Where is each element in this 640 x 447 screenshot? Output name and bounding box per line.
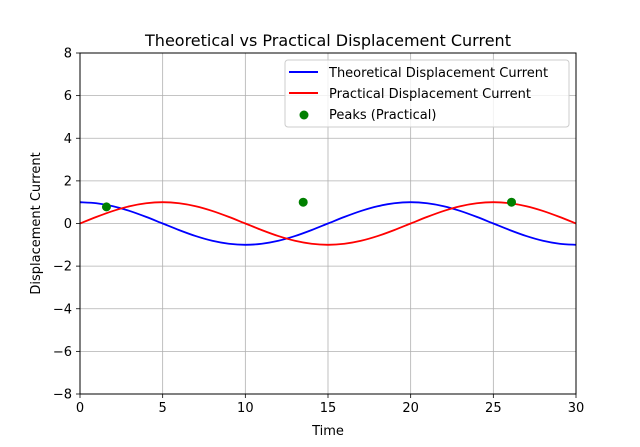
y-tick-label: 2 bbox=[64, 174, 72, 189]
legend: Theoretical Displacement Current Practic… bbox=[284, 59, 570, 128]
y-tick-label: 6 bbox=[64, 89, 72, 104]
y-tick-label: −2 bbox=[53, 260, 72, 275]
y-tick-label: 0 bbox=[64, 217, 72, 232]
y-ticks: −8 −6 −4 −2 0 2 4 6 8 bbox=[53, 47, 80, 403]
x-tick-label: 5 bbox=[159, 401, 167, 416]
legend-label-theoretical: Theoretical Displacement Current bbox=[328, 66, 548, 81]
y-tick-label: 8 bbox=[64, 47, 72, 62]
peak-point bbox=[507, 197, 517, 207]
x-tick-label: 30 bbox=[568, 401, 585, 416]
x-tick-label: 15 bbox=[320, 401, 337, 416]
legend-label-peaks: Peaks (Practical) bbox=[329, 108, 436, 123]
y-axis-label: Displacement Current bbox=[29, 152, 44, 294]
series-line-0 bbox=[80, 201, 576, 246]
x-tick-label: 10 bbox=[237, 401, 254, 416]
legend-swatch-peaks bbox=[299, 110, 309, 120]
series-line-1 bbox=[80, 201, 576, 246]
x-tick-label: 25 bbox=[485, 401, 502, 416]
x-ticks: 0 5 10 15 20 25 30 bbox=[76, 394, 584, 416]
y-tick-label: −6 bbox=[53, 345, 72, 360]
series-group bbox=[80, 197, 576, 246]
y-tick-label: −8 bbox=[53, 388, 72, 403]
legend-box bbox=[284, 59, 570, 128]
y-tick-label: 4 bbox=[64, 132, 72, 147]
peak-point bbox=[298, 197, 308, 207]
x-axis-label: Time bbox=[311, 424, 344, 439]
peak-point bbox=[101, 202, 111, 212]
x-tick-label: 0 bbox=[76, 401, 84, 416]
x-tick-label: 20 bbox=[402, 401, 419, 416]
y-tick-label: −4 bbox=[53, 302, 72, 317]
legend-label-practical: Practical Displacement Current bbox=[329, 87, 531, 102]
chart-title: Theoretical vs Practical Displacement Cu… bbox=[144, 31, 511, 50]
